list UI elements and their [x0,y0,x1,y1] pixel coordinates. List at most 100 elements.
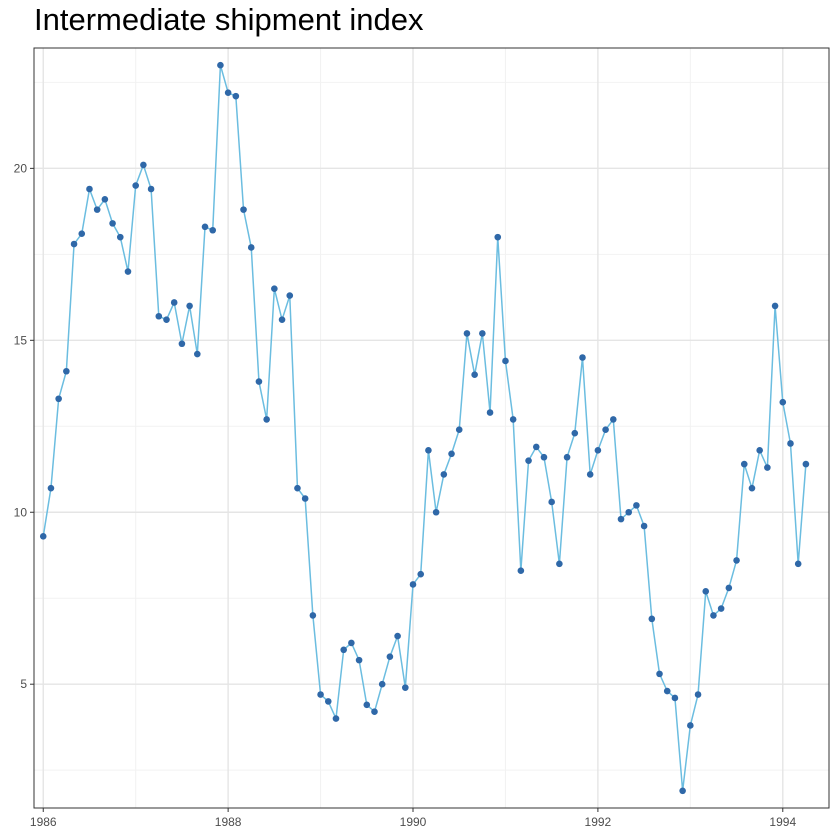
data-point [540,453,548,461]
data-point [378,680,386,688]
data-point [725,584,733,592]
data-point [579,354,586,361]
data-point [633,502,640,509]
x-tick-label: 1990 [400,815,427,829]
data-point [548,498,555,506]
data-point [278,316,286,323]
data-point [648,615,656,623]
data-point [332,715,340,722]
data-point [178,340,186,348]
data-point [440,471,448,478]
data-point [794,560,802,568]
data-point [771,302,779,310]
data-point [486,409,494,416]
data-point [147,185,155,193]
data-point [502,357,509,365]
data-point [733,557,740,564]
data-point [109,220,116,227]
series-line [42,64,807,792]
data-point [532,443,540,451]
data-point [132,182,139,189]
y-tick-label: 15 [14,333,28,347]
data-point [425,447,432,454]
data-point [271,285,278,293]
data-point [140,161,147,169]
data-point [479,330,486,337]
data-point [309,612,317,619]
data-point [671,694,679,702]
data-point [610,416,617,423]
data-point [463,330,471,337]
data-point [594,447,602,454]
data-point [694,691,702,698]
data-point [55,395,62,403]
data-point [702,588,710,595]
chart-title: Intermediate shipment index [34,2,424,37]
data-point [78,230,86,237]
data-point [63,367,70,375]
data-point [363,701,371,709]
data-point [687,722,694,729]
data-point [679,787,686,795]
data-point [656,670,663,678]
x-tick-label: 1994 [769,815,796,829]
data-point [47,484,55,492]
plot-panel-border [33,47,830,809]
data-point [494,233,502,241]
data-point [263,416,270,423]
data-point [740,460,748,468]
data-point [779,398,787,406]
data-point [764,464,771,471]
data-point [186,302,193,310]
data-point [417,570,425,578]
data-point [240,206,247,213]
data-point [294,484,301,492]
data-point [802,460,810,468]
data-point [717,605,725,612]
data-point [155,312,163,320]
data-point [586,471,594,478]
data-point [317,691,324,698]
data-point [617,515,625,523]
data-point [324,698,332,705]
data-point [748,484,756,492]
data-point [556,560,563,568]
data-point [170,299,178,306]
series-layer [39,61,810,795]
data-point [517,567,525,575]
data-point [101,196,109,203]
data-point [756,447,763,454]
data-point [371,708,378,716]
data-point [394,632,401,640]
data-point [455,426,463,434]
data-point [201,223,209,231]
data-point [640,522,648,530]
x-tick-label: 1988 [215,815,242,829]
data-point [301,495,309,502]
data-point [86,185,93,193]
data-point [255,378,263,385]
x-tick-label: 1992 [585,815,612,829]
major-gridlines [34,48,829,808]
data-point [39,533,47,540]
data-point [194,350,201,358]
data-point [787,440,794,447]
data-point [232,92,240,100]
data-point [286,292,294,299]
data-point [432,508,440,516]
axes-layer: 5 10 15 20 1986 1988 1990 1992 1994 [14,47,830,829]
data-point [448,450,455,458]
data-point [348,639,355,647]
data-point [471,371,478,379]
data-point [163,316,170,323]
data-point [70,240,78,248]
data-point [247,244,255,251]
data-point [224,89,232,97]
y-tick-label: 10 [14,505,28,519]
data-point [124,268,132,275]
data-point [525,457,532,464]
data-point [602,426,609,434]
data-point [571,429,579,437]
y-tick-label: 5 [20,677,27,691]
